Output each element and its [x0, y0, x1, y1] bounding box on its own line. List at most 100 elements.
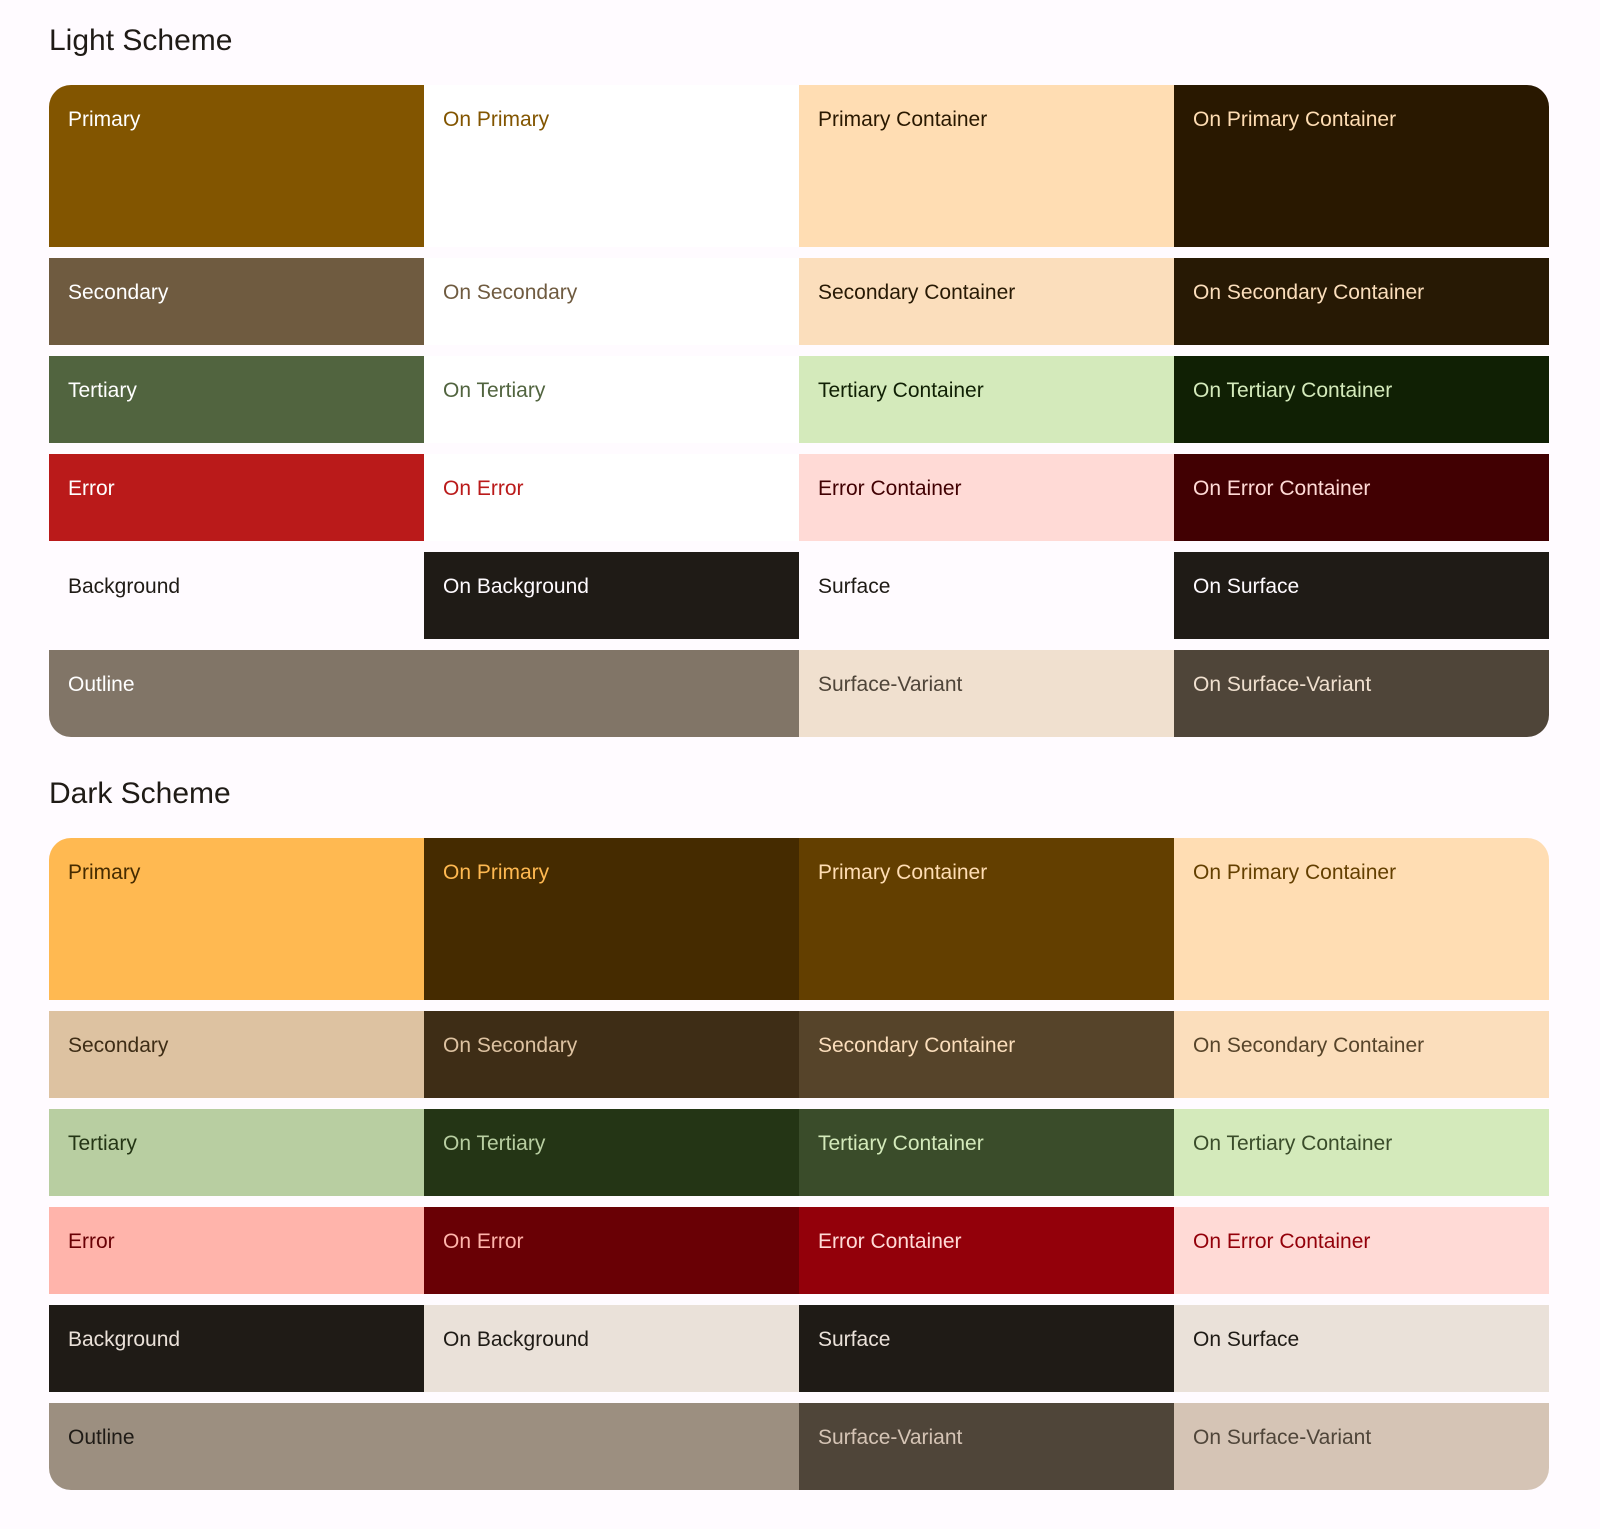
swatch-label: Error [68, 1230, 115, 1253]
color-swatch-on-secondary-container: On Secondary Container [1174, 1011, 1549, 1098]
swatch-label: On Surface [1193, 1328, 1300, 1351]
color-swatch-secondary: Secondary [49, 1011, 424, 1098]
light-scheme-title: Light Scheme [49, 24, 233, 57]
color-swatch-on-error-container: On Error Container [1174, 1207, 1549, 1294]
color-row: Primary On Primary Primary Container On Pri… [49, 838, 1549, 1000]
swatch-label: On Secondary [443, 281, 578, 304]
color-swatch-on-surface-variant: On Surface-Variant [1174, 1403, 1549, 1490]
swatch-label: On Primary [443, 861, 550, 884]
color-swatch-surface-variant: Surface-Variant [799, 1403, 1174, 1490]
color-swatch-secondary: Secondary [49, 258, 424, 345]
color-swatch-outline: Outline [49, 650, 799, 737]
swatch-label: On Background [443, 575, 589, 598]
swatch-label: Background [68, 1328, 181, 1351]
swatch-label: Tertiary Container [818, 379, 984, 402]
swatch-label: On Error Container [1193, 477, 1371, 500]
swatch-label: On Tertiary Container [1193, 1132, 1393, 1155]
color-row: Tertiary On Tertiary Tertiary Container On … [49, 1109, 1549, 1196]
swatch-label: On Secondary Container [1193, 1034, 1425, 1057]
color-swatch-secondary-container: Secondary Container [799, 1011, 1174, 1098]
swatch-label: Background [68, 575, 181, 598]
color-swatch-secondary-container: Secondary Container [799, 258, 1174, 345]
color-row: Background On Background Surface On Surface [49, 552, 1549, 639]
swatch-label: Error Container [818, 1230, 962, 1253]
swatch-label: Surface [818, 1328, 891, 1351]
swatch-label: Error Container [818, 477, 962, 500]
swatch-label: On Background [443, 1328, 589, 1351]
color-swatch-on-primary-container: On Primary Container [1174, 838, 1549, 1000]
color-swatch-on-background: On Background [424, 1305, 799, 1392]
color-swatch-tertiary: Tertiary [49, 356, 424, 443]
swatch-label: Error [68, 477, 115, 500]
color-swatch-surface-variant: Surface-Variant [799, 650, 1174, 737]
color-swatch-primary: Primary [49, 838, 424, 1000]
swatch-label: Tertiary [68, 1132, 137, 1155]
color-swatch-tertiary-container: Tertiary Container [799, 1109, 1174, 1196]
color-row: Outline Surface-Variant On Surface-Variant [49, 1403, 1549, 1490]
swatch-label: On Primary Container [1193, 861, 1397, 884]
color-swatch-on-primary: On Primary [424, 85, 799, 247]
light-scheme-palette: Primary On Primary Primary Container On Pri… [49, 85, 1549, 737]
color-row: Error On Error Error Container On Error Con… [49, 1207, 1549, 1294]
swatch-label: Outline [68, 673, 135, 696]
color-swatch-on-surface-variant: On Surface-Variant [1174, 650, 1549, 737]
color-swatch-on-error: On Error [424, 454, 799, 541]
color-row: Secondary On Secondary Secondary Container… [49, 258, 1549, 345]
dark-scheme-title: Dark Scheme [49, 777, 231, 810]
swatch-label: On Error [443, 1230, 524, 1253]
color-swatch-primary-container: Primary Container [799, 838, 1174, 1000]
swatch-label: On Surface-Variant [1193, 673, 1372, 696]
color-swatch-tertiary: Tertiary [49, 1109, 424, 1196]
color-swatch-background: Background [49, 552, 424, 639]
swatch-label: Tertiary Container [818, 1132, 984, 1155]
color-swatch-on-primary: On Primary [424, 838, 799, 1000]
color-row: Background On Background Surface On Surface [49, 1305, 1549, 1392]
color-swatch-primary: Primary [49, 85, 424, 247]
color-swatch-on-tertiary-container: On Tertiary Container [1174, 356, 1549, 443]
swatch-label: Surface [818, 575, 891, 598]
swatch-label: On Tertiary [443, 1132, 546, 1155]
swatch-label: On Tertiary Container [1193, 379, 1393, 402]
color-swatch-error: Error [49, 454, 424, 541]
swatch-label: Secondary [68, 1034, 169, 1057]
swatch-label: On Surface-Variant [1193, 1426, 1372, 1449]
swatch-label: On Secondary Container [1193, 281, 1425, 304]
color-swatch-on-tertiary-container: On Tertiary Container [1174, 1109, 1549, 1196]
color-swatch-error: Error [49, 1207, 424, 1294]
color-swatch-background: Background [49, 1305, 424, 1392]
color-row: Primary On Primary Primary Container On Pri… [49, 85, 1549, 247]
color-swatch-on-secondary-container: On Secondary Container [1174, 258, 1549, 345]
color-swatch-on-secondary: On Secondary [424, 1011, 799, 1098]
color-swatch-on-error: On Error [424, 1207, 799, 1294]
swatch-label: Primary Container [818, 861, 988, 884]
swatch-label: On Surface [1193, 575, 1300, 598]
swatch-label: Surface-Variant [818, 673, 963, 696]
color-row: Secondary On Secondary Secondary Container… [49, 1011, 1549, 1098]
swatch-label: Tertiary [68, 379, 137, 402]
swatch-label: Primary [68, 108, 141, 131]
color-row: Tertiary On Tertiary Tertiary Container On … [49, 356, 1549, 443]
swatch-label: Primary Container [818, 108, 988, 131]
dark-scheme-palette: Primary On Primary Primary Container On Pri… [49, 838, 1549, 1490]
swatch-label: Primary [68, 861, 141, 884]
color-row: Outline Surface-Variant On Surface-Variant [49, 650, 1549, 737]
swatch-label: Surface-Variant [818, 1426, 963, 1449]
color-swatch-on-error-container: On Error Container [1174, 454, 1549, 541]
color-swatch-surface: Surface [799, 552, 1174, 639]
swatch-label: On Error Container [1193, 1230, 1371, 1253]
color-swatch-on-surface: On Surface [1174, 1305, 1549, 1392]
color-swatch-on-tertiary: On Tertiary [424, 1109, 799, 1196]
color-swatch-on-background: On Background [424, 552, 799, 639]
color-swatch-primary-container: Primary Container [799, 85, 1174, 247]
color-swatch-on-primary-container: On Primary Container [1174, 85, 1549, 247]
swatch-label: On Secondary [443, 1034, 578, 1057]
color-row: Error On Error Error Container On Error Con… [49, 454, 1549, 541]
swatch-label: On Primary [443, 108, 550, 131]
color-swatch-on-tertiary: On Tertiary [424, 356, 799, 443]
swatch-label: Outline [68, 1426, 135, 1449]
color-swatch-outline: Outline [49, 1403, 799, 1490]
swatch-label: On Primary Container [1193, 108, 1397, 131]
color-swatch-surface: Surface [799, 1305, 1174, 1392]
swatch-label: Secondary [68, 281, 169, 304]
color-swatch-on-surface: On Surface [1174, 552, 1549, 639]
